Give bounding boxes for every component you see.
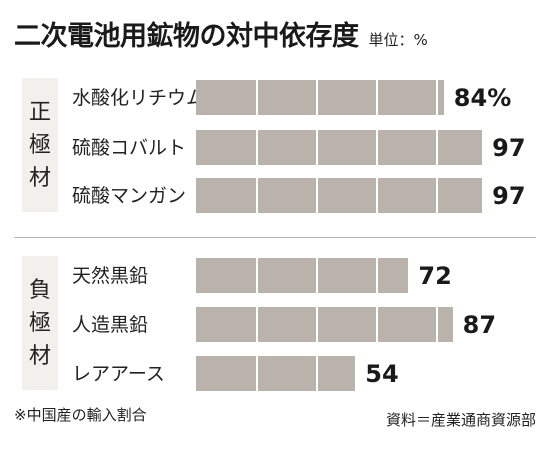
bar	[196, 80, 444, 115]
unit-label: 単位：%	[368, 31, 428, 49]
group-label-char: 材	[28, 344, 51, 369]
value-label: 84%	[453, 83, 512, 112]
title-row: 二次電池用鉱物の対中依存度 単位：%	[14, 10, 428, 50]
group-label-char: 材	[28, 166, 51, 191]
value-label: 54	[365, 359, 399, 388]
category-label: 人造黒鉛	[72, 313, 149, 336]
footnote: ※中国産の輸入割合	[14, 406, 147, 424]
value-label: 97	[492, 181, 526, 210]
value-label: 97	[492, 133, 526, 162]
group-panel-cathode	[22, 78, 58, 212]
category-label: 天然黒鉛	[72, 264, 149, 287]
bar	[196, 258, 409, 293]
group-label-anode: 負 極 材	[22, 274, 58, 373]
category-label: レアアース	[72, 362, 165, 385]
chart-title: 二次電池用鉱物の対中依存度	[14, 21, 359, 52]
group-label-char: 正	[28, 100, 51, 125]
group-label-char: 負	[28, 278, 51, 303]
group-panel-anode	[22, 256, 58, 390]
group-label-char: 極	[28, 133, 51, 158]
source-label: 資料＝産業通商資源部	[385, 411, 536, 429]
group-divider	[14, 237, 536, 238]
group-label-cathode: 正 極 材	[22, 96, 58, 195]
category-label: 硫酸コバルト	[72, 136, 187, 159]
bar	[196, 307, 453, 342]
group-label-char: 極	[28, 311, 51, 336]
category-label: 水酸化リチウム	[72, 86, 206, 109]
value-label: 87	[462, 310, 497, 339]
bar	[196, 130, 483, 165]
value-label: 72	[418, 261, 452, 290]
bar	[196, 356, 356, 391]
bar	[196, 178, 483, 213]
category-label: 硫酸マンガン	[72, 184, 187, 207]
